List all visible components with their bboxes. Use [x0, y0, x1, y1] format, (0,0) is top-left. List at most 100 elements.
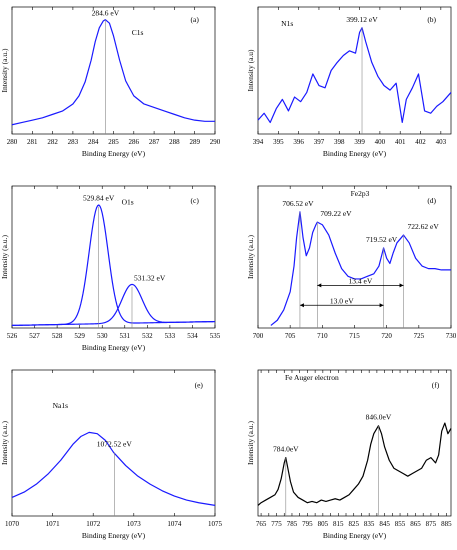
arrow-head-left [317, 283, 322, 288]
x-tick-label: 1070 [5, 520, 20, 528]
x-tick-label: 290 [210, 138, 221, 146]
plot-frame [257, 6, 452, 135]
panel-e: 1070 1071 1072 1073 1074 1075 Binding Energy (… [0, 369, 223, 540]
peak-label: 846.0eV [366, 413, 392, 422]
x-tick-label: 715 [349, 332, 360, 340]
series-label: Fe Auger electron [285, 373, 339, 382]
series-label: Fe2p3 [351, 189, 370, 198]
plot-frame [11, 6, 216, 135]
x-tick-label: 725 [414, 332, 425, 340]
series-label: Na1s [53, 401, 68, 410]
x-tick-label: 527 [29, 332, 40, 340]
x-tick-label: 775 [271, 520, 282, 528]
x-tick-label: 399 [354, 138, 365, 146]
x-tick-label: 281 [27, 138, 38, 146]
x-tick-label: 785 [287, 520, 298, 528]
x-tick-label: 1072 [86, 520, 101, 528]
x-tick-label: 705 [285, 332, 296, 340]
x-tick-label: 285 [108, 138, 119, 146]
y-axis-label: Intensity (a.u) [246, 49, 255, 92]
x-tick-label: 282 [47, 138, 58, 146]
x-tick-label: 765 [256, 520, 267, 528]
plot-frame [11, 185, 216, 329]
panel-label: (a) [191, 15, 200, 24]
series-line [257, 422, 452, 506]
x-tick-label: 1074 [167, 520, 182, 528]
panel-label: (f) [432, 381, 440, 390]
x-tick-label: 280 [7, 138, 18, 146]
x-tick-label: 531 [120, 332, 131, 340]
x-tick-label: 1071 [46, 520, 61, 528]
panel-label: (d) [427, 196, 436, 205]
x-axis-label: Binding Energy (eV) [82, 149, 146, 158]
x-tick-label: 534 [187, 332, 198, 340]
x-tick-label: 815 [333, 520, 344, 528]
x-tick-label: 401 [395, 138, 406, 146]
panel-b: 394 395 396 397 398 399 400 401 402 403 Binding En… [246, 6, 452, 158]
x-tick-label: 397 [314, 138, 325, 146]
arrow-head-right [399, 283, 404, 288]
x-tick-label: 403 [436, 138, 447, 146]
x-axis-label: Binding Energy (eV) [323, 149, 387, 158]
series-label: O1s [122, 197, 134, 206]
peak-label: 709.22 eV [320, 209, 352, 218]
x-tick-label: 730 [446, 332, 457, 340]
x-tick-label: 1075 [208, 520, 223, 528]
arrow-head-right [379, 303, 384, 308]
peak-label: 529.84 eV [83, 194, 115, 203]
x-tick-label: 402 [415, 138, 426, 146]
x-tick-label: 532 [142, 332, 153, 340]
peak-label: 719.52 eV [366, 235, 398, 244]
x-tick-label: 865 [410, 520, 421, 528]
series-line [270, 211, 451, 326]
y-axis-label: Intensity (a.u.) [246, 421, 255, 465]
x-tick-label: 855 [395, 520, 406, 528]
x-tick-label: 835 [364, 520, 375, 528]
x-tick-label: 528 [52, 332, 63, 340]
x-tick-label: 700 [253, 332, 264, 340]
x-axis-label: Binding Energy (eV) [323, 531, 387, 540]
series-line-1 [11, 204, 216, 327]
peak-label: 1072.52 eV [97, 439, 133, 448]
x-tick-label: 825 [348, 520, 359, 528]
y-axis-label: Intensity (a.u.) [0, 48, 9, 92]
x-tick-label: 720 [381, 332, 392, 340]
x-tick-label: 529 [74, 332, 85, 340]
separation-label: 13.4 eV [349, 276, 373, 285]
peak-label: 722.62 eV [408, 222, 440, 231]
panel-f: 765 775 785 795 805 815 825 835 845 855 865 875 885 B… [246, 369, 452, 540]
x-tick-label: 533 [165, 332, 176, 340]
y-axis-label: Intensity (a.u.) [246, 235, 255, 279]
y-axis-label: Intensity (a.u.) [0, 235, 9, 279]
panel-label: (b) [427, 15, 436, 24]
plot-frame [257, 369, 452, 517]
x-tick-label: 396 [293, 138, 304, 146]
x-tick-label: 395 [273, 138, 284, 146]
peak-label: 706.52 eV [282, 199, 314, 208]
x-tick-label: 289 [189, 138, 200, 146]
x-tick-label: 288 [169, 138, 180, 146]
peak-label: 531.32 eV [134, 274, 166, 283]
x-tick-label: 526 [7, 332, 18, 340]
x-axis-label: Binding Energy (eV) [82, 531, 146, 540]
y-axis-label: Intensity (a.u.) [0, 421, 9, 465]
peak-label: 399.12 eV [346, 15, 378, 24]
x-tick-label: 400 [375, 138, 386, 146]
series-line [11, 19, 215, 126]
series-label: C1s [132, 28, 144, 37]
x-axis-label: Binding Energy (eV) [82, 343, 146, 352]
x-tick-label: 283 [68, 138, 79, 146]
panel-label: (e) [195, 381, 204, 390]
x-tick-label: 875 [426, 520, 437, 528]
x-tick-label: 845 [379, 520, 390, 528]
x-tick-label: 710 [317, 332, 328, 340]
series-line [257, 27, 452, 124]
panel-label: (c) [191, 196, 200, 205]
x-tick-label: 284 [88, 138, 99, 146]
x-tick-label: 805 [318, 520, 329, 528]
x-tick-label: 535 [210, 332, 221, 340]
x-tick-label: 1073 [127, 520, 142, 528]
peak-label: 284.6 eV [92, 9, 120, 18]
series-line-2 [11, 283, 216, 327]
